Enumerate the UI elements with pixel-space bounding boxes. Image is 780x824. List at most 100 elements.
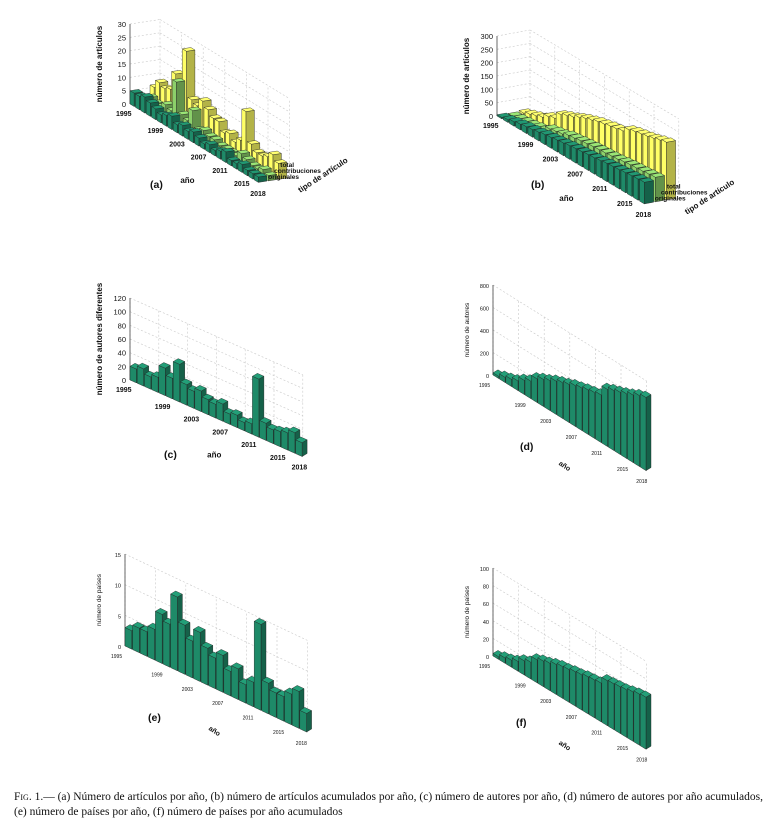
year-tick-label: 2003 (184, 417, 200, 424)
bar-front (183, 128, 189, 140)
bar-front (540, 131, 546, 146)
gridline (129, 72, 161, 78)
year-tick-label: 2018 (296, 741, 307, 747)
bar-front (205, 141, 210, 154)
bar-front (558, 140, 564, 157)
panel-label: (f) (516, 717, 527, 729)
gridline (496, 29, 531, 37)
bar-front (151, 374, 159, 393)
bar (639, 177, 655, 205)
x-axis-label: año (207, 451, 221, 460)
bar-side (645, 693, 652, 750)
year-tick-label: 2003 (543, 157, 559, 164)
bar-front (276, 693, 284, 722)
year-tick-label: 2003 (169, 141, 185, 148)
bar-front (292, 688, 300, 729)
series-autores-acumulados (492, 369, 652, 471)
year-tick-label: 2003 (540, 699, 551, 705)
gridline (529, 43, 679, 133)
year-tick-label: 2018 (292, 465, 308, 472)
bar-front (550, 377, 557, 415)
z-tick-label: 120 (113, 294, 126, 303)
bar-front (524, 377, 531, 399)
bar-front (505, 656, 512, 668)
bar-front (284, 690, 292, 726)
z-tick-label: 10 (118, 73, 126, 82)
bar-front (515, 121, 521, 131)
bar-side (644, 180, 654, 205)
bar-front (503, 116, 509, 123)
depth-tick-label: contribuciones (661, 190, 708, 197)
bar-front (588, 676, 595, 719)
bar-front (231, 665, 239, 700)
bar-front (124, 627, 133, 650)
bar-front (524, 658, 531, 680)
year-tick-label: 2015 (273, 730, 284, 736)
y-axis-label: número de países (96, 573, 103, 626)
caption-label: Fig. 1.— (14, 791, 55, 803)
bar-front (595, 391, 602, 443)
bar-front (155, 610, 163, 664)
z-tick-label: 100 (480, 567, 489, 573)
bar-front (185, 637, 193, 679)
bar-front (259, 420, 267, 441)
bar-side (306, 710, 312, 733)
bar-front (216, 148, 221, 160)
bar-front (620, 169, 626, 194)
panel-label: (b) (531, 179, 544, 191)
year-tick-label: 1999 (151, 672, 162, 678)
bar (170, 590, 183, 672)
z-tick-label: 250 (480, 45, 493, 54)
bar-front (201, 396, 209, 416)
y-axis-label: número de autores (464, 302, 471, 357)
series-autores (129, 358, 308, 457)
z-tick-label: 100 (113, 308, 126, 317)
year-tick-label: 2011 (212, 168, 227, 175)
bar-front (496, 114, 502, 120)
bar-front (518, 110, 524, 116)
bar-front (295, 439, 303, 457)
z-tick-label: 0 (486, 374, 489, 380)
year-tick-label: 2018 (636, 212, 652, 219)
bar-front (136, 365, 144, 387)
gridline (496, 69, 531, 77)
depth-tick-label: contribuciones (274, 168, 321, 175)
chart-panel-f (492, 567, 652, 750)
bar-front (640, 693, 647, 750)
gridline (129, 325, 303, 403)
year-tick-label: 2018 (636, 479, 647, 485)
bar (639, 690, 652, 750)
z-tick-label: 20 (118, 47, 126, 56)
bar-front (210, 147, 216, 157)
bar-front (273, 428, 281, 448)
bar-front (531, 375, 538, 403)
bar-front (226, 157, 232, 167)
year-tick-label: 2011 (241, 442, 256, 449)
year-tick-label: 1999 (148, 128, 164, 135)
bar-front (180, 381, 188, 406)
bar (299, 707, 313, 733)
bar-front (144, 373, 152, 390)
year-tick-label: 1995 (479, 383, 490, 389)
year-tick-label: 2015 (270, 455, 286, 462)
year-tick-label: 2015 (617, 467, 628, 473)
bar-front (246, 678, 254, 708)
bar-front (208, 654, 216, 690)
bar-front (531, 656, 538, 684)
gridline (529, 29, 679, 120)
bar-front (288, 429, 296, 454)
z-tick-label: 10 (115, 584, 121, 590)
bar-front (569, 381, 576, 427)
z-tick-label: 80 (483, 585, 489, 591)
bar-front (194, 135, 200, 147)
x-axis-label: año (207, 725, 221, 738)
year-tick-label: 1995 (111, 654, 122, 660)
bar-front (627, 172, 633, 197)
panel-label: (c) (164, 449, 177, 461)
z-tick-label: 600 (480, 307, 489, 313)
bar-front (576, 671, 583, 711)
bar (253, 173, 268, 183)
year-tick-label: 2007 (191, 155, 207, 162)
panel-label: (d) (520, 441, 533, 453)
bar-front (608, 386, 615, 451)
